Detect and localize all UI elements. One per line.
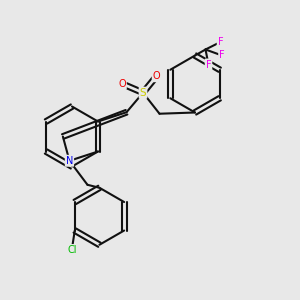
Text: F: F — [219, 50, 225, 61]
Text: S: S — [140, 88, 146, 98]
Text: F: F — [218, 37, 223, 47]
Text: F: F — [206, 59, 211, 70]
Text: O: O — [153, 71, 160, 81]
Text: N: N — [66, 156, 73, 166]
Text: Cl: Cl — [67, 245, 76, 255]
Text: O: O — [118, 79, 126, 89]
